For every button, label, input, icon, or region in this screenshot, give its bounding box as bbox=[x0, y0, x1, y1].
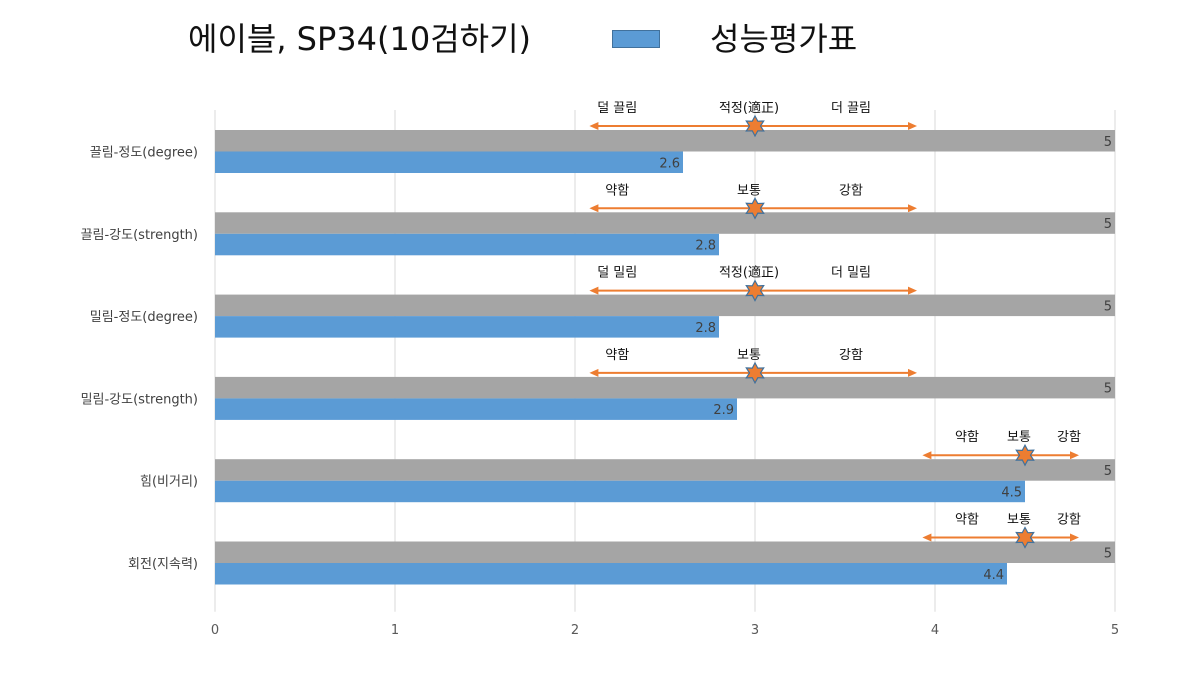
data-label-0-0: 5 bbox=[1104, 135, 1112, 150]
bar-0-0 bbox=[215, 130, 1115, 152]
data-label-0-4: 5 bbox=[1104, 464, 1112, 479]
bar-1-2 bbox=[215, 316, 719, 338]
annotation-right-label-4: 강함 bbox=[1057, 430, 1081, 445]
bar-0-5 bbox=[215, 541, 1115, 563]
legend-swatch bbox=[612, 30, 660, 48]
annotation-center-label-2: 적정(適正) bbox=[719, 265, 779, 281]
annotation-left-label-4: 약함 bbox=[955, 430, 979, 445]
chart-title: 에이블, SP34(10검하기) bbox=[188, 20, 531, 58]
bar-0-3 bbox=[215, 376, 1115, 399]
annotation-center-label-4: 보통 bbox=[1007, 430, 1031, 445]
data-label-1-0: 2.6 bbox=[659, 156, 680, 171]
annotation-arrowhead-right-2 bbox=[908, 286, 917, 295]
legend-label: 성능평가표 bbox=[710, 20, 858, 58]
data-label-1-1: 2.8 bbox=[695, 239, 716, 254]
annotation-right-label-5: 강함 bbox=[1057, 513, 1081, 528]
data-label-0-2: 5 bbox=[1104, 299, 1112, 314]
annotation-right-label-3: 강함 bbox=[839, 348, 863, 363]
bar-1-3 bbox=[215, 398, 737, 420]
labels: 0 1 2 3 4 5 5 2.6 끌림-정도(degree) 5 2.8 끌림-강도(strengt… bbox=[81, 135, 1120, 638]
bar-1-5 bbox=[215, 563, 1007, 585]
data-label-1-5: 4.4 bbox=[983, 568, 1004, 583]
annotation-arrowhead-right-0 bbox=[908, 122, 917, 130]
annotation-star-marker-4 bbox=[1015, 443, 1035, 467]
bar-1-1 bbox=[215, 233, 719, 256]
category-label-3: 밀림-강도(strength) bbox=[81, 392, 198, 407]
annotation-star-marker-1 bbox=[745, 197, 765, 220]
data-label-0-5: 5 bbox=[1104, 546, 1112, 561]
bar-1-0 bbox=[215, 151, 683, 173]
data-label-0-3: 5 bbox=[1104, 382, 1112, 397]
x-tick-label-5: 5 bbox=[1111, 623, 1119, 638]
annotation-left-label-3: 약함 bbox=[605, 348, 629, 363]
x-tick-label-2: 2 bbox=[571, 623, 579, 638]
data-label-1-3: 2.9 bbox=[713, 403, 734, 418]
annotation-center-label-3: 보통 bbox=[737, 348, 761, 363]
data-label-1-2: 2.8 bbox=[695, 321, 716, 336]
annotation-right-label-1: 강함 bbox=[839, 183, 863, 198]
bar-1-4 bbox=[215, 480, 1025, 503]
annotation-arrowhead-left-3 bbox=[589, 368, 599, 377]
annotation-left-label-2: 덜 밀림 bbox=[597, 266, 637, 281]
annotation-arrowhead-left-0 bbox=[589, 122, 599, 130]
category-label-1: 끌림-강도(strength) bbox=[81, 228, 198, 243]
x-tick-label-3: 3 bbox=[751, 623, 759, 638]
annotation-left-label-1: 약함 bbox=[605, 183, 629, 198]
category-label-4: 힘(비거리) bbox=[140, 475, 198, 490]
category-label-0: 끌림-정도(degree) bbox=[90, 146, 198, 161]
x-tick-label-4: 4 bbox=[931, 623, 939, 638]
x-tick-label-0: 0 bbox=[211, 623, 219, 638]
data-label-1-4: 4.5 bbox=[1001, 485, 1022, 500]
x-tick-label-1: 1 bbox=[391, 623, 399, 638]
gridlines bbox=[214, 110, 1116, 612]
annotation-star-marker-0 bbox=[745, 114, 765, 138]
bars bbox=[215, 130, 1115, 585]
annotation-right-label-0: 더 끌림 bbox=[831, 101, 871, 116]
annotation-right-label-2: 더 밀림 bbox=[831, 266, 871, 281]
annotation-arrowhead-right-4 bbox=[1070, 451, 1079, 460]
annotation-left-label-5: 약함 bbox=[955, 513, 979, 528]
annotation-arrowhead-left-2 bbox=[589, 286, 599, 295]
annotation-star-marker-2 bbox=[745, 279, 765, 302]
annotation-arrowhead-right-5 bbox=[1070, 533, 1079, 542]
annotation-left-label-0: 덜 끌림 bbox=[597, 101, 637, 116]
chart-header: 에이블, SP34(10검하기) 성능평가표 bbox=[0, 8, 1200, 68]
data-label-0-1: 5 bbox=[1104, 217, 1112, 232]
annotation-arrowhead-right-3 bbox=[908, 368, 917, 377]
annotation-center-label-0: 적정(適正) bbox=[719, 100, 779, 116]
bar-0-1 bbox=[215, 212, 1115, 234]
bar-0-4 bbox=[215, 459, 1115, 481]
annotation-arrowhead-right-1 bbox=[908, 204, 917, 213]
annotation-center-label-1: 보통 bbox=[737, 183, 761, 198]
bar-0-2 bbox=[215, 294, 1115, 317]
annotation-arrowhead-left-5 bbox=[922, 533, 932, 542]
category-label-5: 회전(지속력) bbox=[128, 557, 198, 572]
category-label-2: 밀림-정도(degree) bbox=[90, 310, 198, 325]
annotation-arrowhead-left-1 bbox=[589, 204, 599, 213]
annotation-star-marker-3 bbox=[745, 361, 765, 385]
annotation-center-label-5: 보통 bbox=[1007, 513, 1031, 528]
annotation-arrowhead-left-4 bbox=[922, 451, 932, 460]
annotation-star-marker-5 bbox=[1015, 526, 1035, 549]
